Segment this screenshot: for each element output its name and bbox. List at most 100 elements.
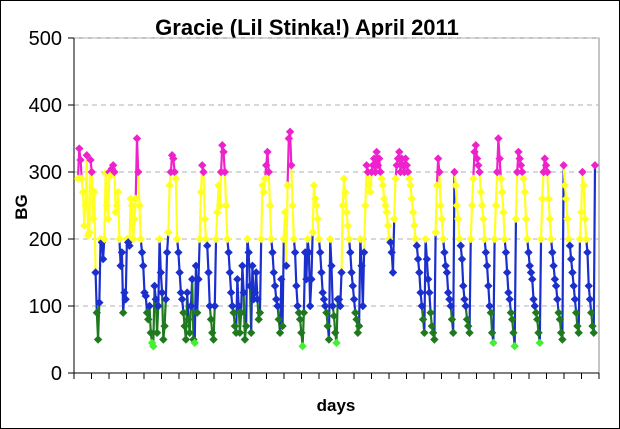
data-point	[269, 268, 278, 277]
data-point	[141, 291, 150, 301]
data-point	[364, 181, 374, 190]
data-point	[525, 261, 534, 270]
data-point	[187, 275, 197, 284]
data-point	[321, 301, 330, 311]
data-point	[462, 315, 472, 324]
data-point	[569, 281, 578, 291]
data-point	[579, 181, 588, 190]
data-point	[519, 174, 528, 183]
data-point	[575, 234, 585, 244]
data-point	[447, 315, 457, 324]
data-point	[88, 214, 98, 224]
data-point	[230, 321, 240, 331]
series-segment	[224, 204, 229, 241]
data-point	[412, 241, 422, 250]
data-point	[381, 201, 390, 210]
data-point	[570, 295, 580, 304]
data-point	[514, 147, 523, 157]
data-point	[438, 234, 448, 244]
data-point	[282, 261, 291, 270]
series-segment	[470, 177, 475, 207]
data-point	[504, 288, 513, 297]
axes: 0 100 200 300 400 500	[29, 28, 600, 385]
data-point	[219, 147, 228, 157]
data-point	[131, 194, 140, 203]
data-point	[273, 301, 282, 311]
data-point	[179, 308, 188, 317]
data-point	[243, 234, 252, 244]
data-point	[558, 335, 567, 344]
data-point	[85, 228, 94, 237]
data-point	[218, 141, 227, 150]
data-point	[145, 301, 154, 311]
data-point	[324, 335, 334, 344]
data-point	[323, 321, 332, 331]
data-point	[265, 201, 275, 210]
data-point	[589, 328, 598, 337]
data-point	[486, 308, 496, 317]
data-point	[284, 134, 294, 143]
data-point	[505, 295, 514, 304]
data-point	[97, 238, 107, 247]
data-point	[308, 228, 317, 237]
data-point	[415, 268, 424, 277]
data-point	[290, 248, 300, 257]
series-segment	[361, 251, 366, 308]
data-point	[469, 174, 478, 183]
data-point	[348, 281, 358, 291]
data-point	[590, 161, 600, 170]
data-point	[540, 154, 550, 163]
data-point	[113, 187, 123, 197]
data-point	[553, 295, 562, 304]
data-point	[342, 208, 351, 217]
data-point	[358, 301, 368, 311]
y-tick-label: 0	[51, 363, 62, 385]
data-point	[278, 321, 287, 331]
series-segment	[309, 278, 313, 308]
data-point	[502, 268, 512, 277]
data-point	[176, 288, 186, 297]
data-point	[474, 161, 483, 170]
data-point	[544, 194, 553, 203]
data-point	[155, 234, 164, 244]
data-point	[239, 288, 248, 297]
data-point	[136, 234, 145, 244]
data-point	[182, 288, 192, 297]
series-segment	[174, 177, 179, 241]
data-point	[210, 301, 219, 311]
data-point	[476, 187, 486, 197]
data-point	[388, 268, 398, 277]
data-point	[420, 328, 429, 337]
data-point	[372, 147, 381, 157]
data-point	[432, 181, 442, 190]
y-tick-label: 100	[29, 296, 62, 318]
data-point	[298, 342, 307, 351]
data-point	[421, 234, 430, 244]
data-point	[294, 308, 304, 317]
data-point	[268, 248, 277, 257]
data-point	[337, 268, 346, 277]
data-point	[530, 301, 539, 311]
data-point	[221, 201, 231, 210]
data-point	[157, 288, 167, 297]
data-point	[134, 167, 143, 177]
data-point	[250, 288, 260, 297]
data-point	[293, 301, 302, 311]
data-point	[480, 234, 489, 244]
data-point	[171, 174, 181, 183]
series-segment	[167, 184, 171, 234]
data-point	[561, 194, 571, 203]
data-point	[551, 281, 561, 291]
series-segment	[117, 191, 121, 241]
data-point	[120, 288, 129, 297]
data-point	[338, 201, 347, 210]
data-point	[307, 275, 316, 284]
data-point	[150, 281, 159, 291]
data-point	[440, 248, 449, 257]
data-point	[515, 154, 524, 163]
data-point	[538, 194, 547, 203]
data-point	[297, 328, 306, 337]
data-point	[353, 328, 363, 337]
series-segment	[93, 191, 97, 274]
data-point	[401, 154, 410, 163]
